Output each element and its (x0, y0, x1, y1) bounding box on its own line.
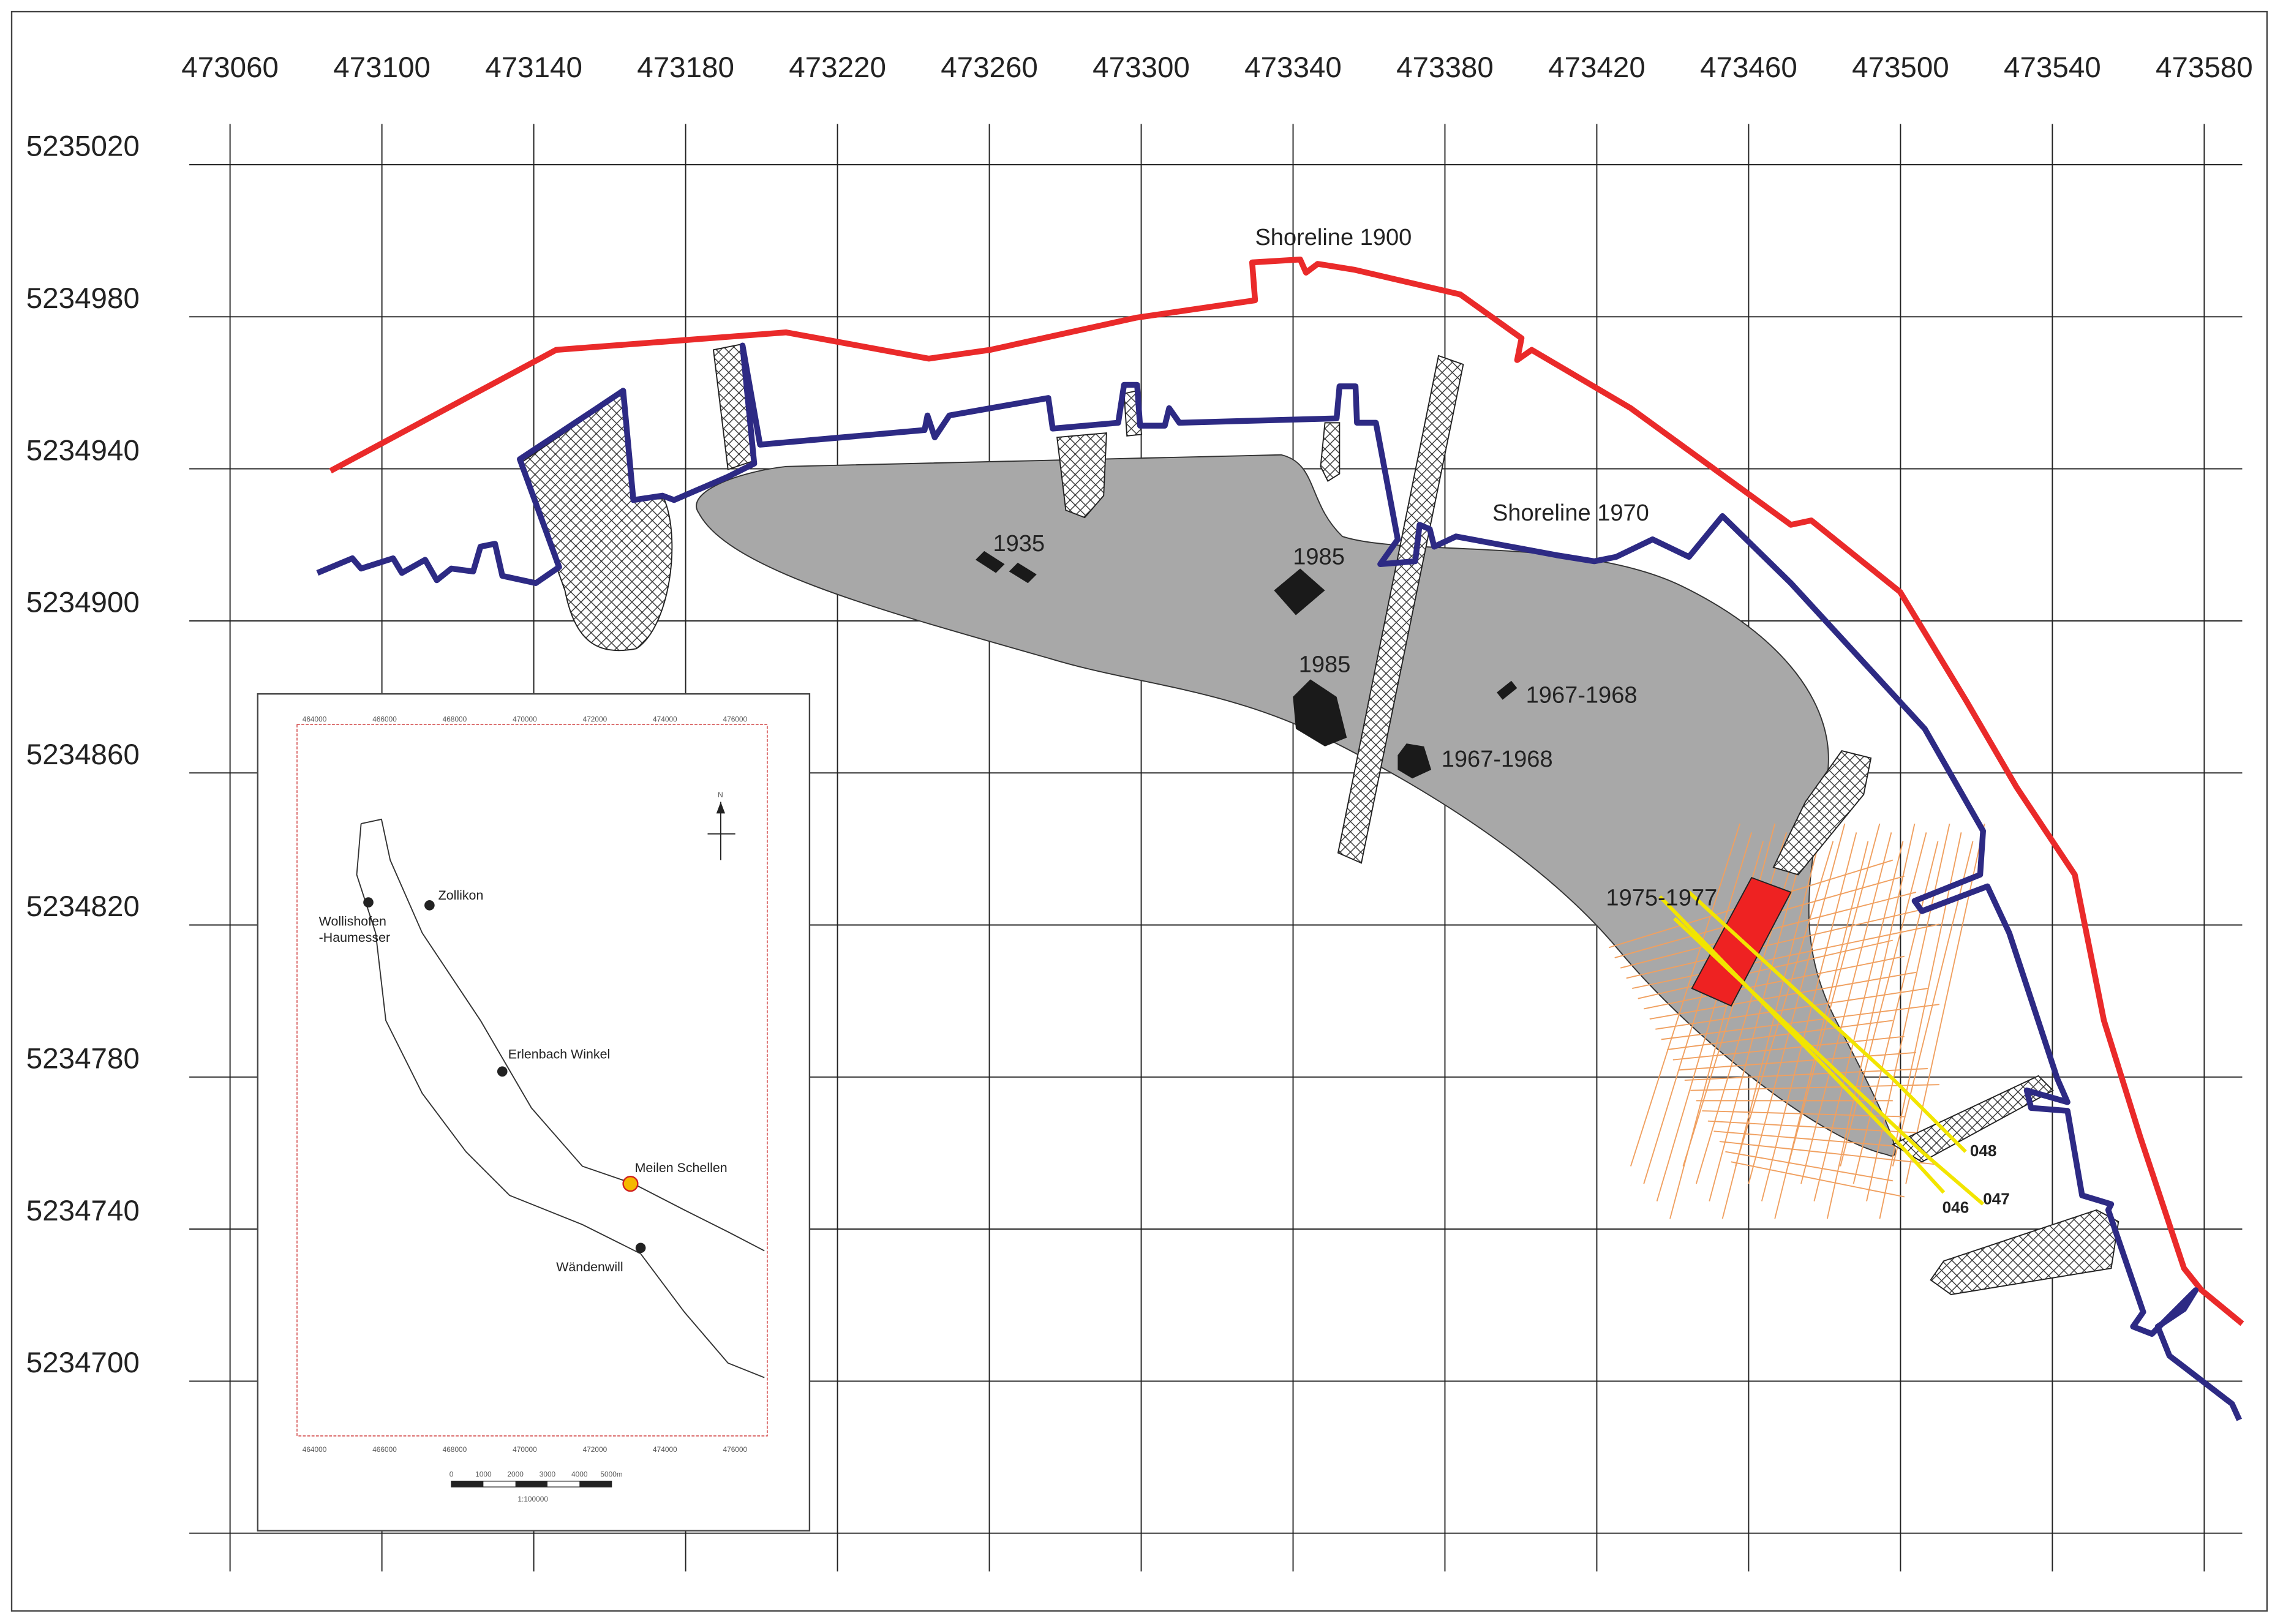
inset-map: N Wollishofen -Haumesser Zollikon Erlenb… (257, 693, 811, 1532)
y-coord-label: 5234940 (26, 434, 140, 467)
north-label: N (718, 791, 723, 799)
scale-label: 2000 (507, 1470, 524, 1479)
survey-line (1630, 823, 1741, 1167)
label: 048 (1970, 1141, 1997, 1160)
place-label: Zollikon (438, 888, 484, 903)
excavations (975, 551, 1518, 779)
inset-tick-label: 476000 (723, 715, 748, 723)
survey-line (1707, 1120, 1916, 1133)
survey-line (1684, 1068, 1928, 1081)
survey-line (1826, 823, 1916, 1219)
survey-line (1761, 832, 1857, 1201)
site-area (696, 454, 1896, 1157)
y-coord-label: 5234860 (26, 739, 140, 771)
survey-line (1679, 1051, 1916, 1071)
scale-label: 5000m (600, 1470, 622, 1479)
inset-tick-label: 472000 (583, 715, 607, 723)
inset-tick-label: 468000 (443, 1445, 467, 1454)
y-coord-label: 5234780 (26, 1042, 140, 1075)
inset-tick-label: 464000 (303, 1445, 327, 1454)
inset-tick-label: 470000 (513, 715, 537, 723)
survey-line (1667, 1020, 1893, 1050)
inset-tick-label: 470000 (513, 1445, 537, 1454)
inset-tick-label: 468000 (443, 715, 467, 723)
x-coord-label: 473460 (1700, 51, 1797, 84)
inset-tick-label: 474000 (653, 1445, 677, 1454)
label: 046 (1943, 1198, 1969, 1217)
scale-label: 1000 (475, 1470, 492, 1479)
survey-line (1731, 1161, 1905, 1198)
survey-line (1626, 908, 1928, 979)
x-coord-label: 473580 (2156, 51, 2253, 84)
inset-tick-label: 464000 (303, 715, 327, 723)
label: 1975-1977 (1606, 885, 1717, 911)
shoreline-1900 (329, 256, 2244, 1326)
x-coord-label: 473180 (637, 51, 734, 84)
x-coord-label: 473300 (1093, 51, 1190, 84)
survey-line (1672, 1036, 1905, 1061)
place-label: Wollishofen (319, 914, 386, 929)
survey-line (1632, 923, 1940, 989)
scale-label: 3000 (540, 1470, 556, 1479)
scale-label: 0 (449, 1470, 454, 1479)
label: 1967-1968 (1442, 746, 1553, 772)
survey-line (1709, 823, 1811, 1201)
label: 047 (1983, 1189, 2010, 1208)
survey-line (1840, 832, 1927, 1167)
x-coord-label: 473420 (1548, 51, 1645, 84)
label: 1935 (993, 531, 1045, 557)
inset-tick-label: 474000 (653, 715, 677, 723)
survey-line (1905, 823, 1985, 1184)
label: 1967-1968 (1526, 682, 1638, 708)
x-coord-label: 473060 (181, 51, 279, 84)
survey-line (1725, 1151, 1893, 1182)
y-coord-label: 5234700 (26, 1347, 140, 1379)
survey-line (1661, 1004, 1940, 1040)
y-coord-label: 5234900 (26, 587, 140, 619)
x-coord-label: 473380 (1396, 51, 1494, 84)
survey-line (1644, 955, 1905, 1010)
label: Shoreline 1900 (1255, 225, 1412, 250)
x-coord-label: 473100 (333, 51, 431, 84)
place-label: Meilen Schellen (635, 1160, 728, 1175)
inset-tick-label: 476000 (723, 1445, 748, 1454)
label: Shoreline 1970 (1492, 500, 1649, 526)
survey-line (1719, 1141, 1939, 1166)
x-coord-label: 473220 (789, 51, 886, 84)
y-coord-label: 5234820 (26, 890, 140, 923)
scale-label: 4000 (571, 1470, 588, 1479)
profile-lines (1658, 890, 1985, 1206)
inset-tick-label: 466000 (372, 1445, 397, 1454)
place-label: Erlenbach Winkel (508, 1047, 610, 1061)
survey-line (1643, 832, 1753, 1184)
label: 1985 (1293, 544, 1345, 570)
shoreline-1970 (316, 342, 2243, 1421)
survey-line (1866, 823, 1950, 1201)
y-coord-label: 5235020 (26, 130, 140, 163)
x-coord-label: 473340 (1244, 51, 1342, 84)
label: 1985 (1299, 652, 1351, 677)
place-label: -Haumesser (319, 930, 391, 945)
inset-tick-label: 472000 (583, 1445, 607, 1454)
inset-tick-label: 466000 (372, 715, 397, 723)
survey-line (1800, 832, 1892, 1184)
x-coord-label: 473500 (1852, 51, 1949, 84)
survey-line (1713, 1130, 1928, 1149)
place-label: Wändenwill (556, 1260, 623, 1274)
survey-line (1649, 971, 1917, 1020)
scale-ratio: 1:100000 (517, 1495, 548, 1503)
survey-line (1879, 832, 1962, 1219)
y-coord-label: 5234740 (26, 1195, 140, 1227)
survey-line (1638, 939, 1894, 999)
x-coord-label: 473140 (485, 51, 582, 84)
survey-line (1655, 988, 1928, 1030)
x-coord-label: 473260 (941, 51, 1038, 84)
x-coord-label: 473540 (2004, 51, 2101, 84)
y-coord-label: 5234980 (26, 282, 140, 315)
survey-line (1787, 823, 1881, 1167)
